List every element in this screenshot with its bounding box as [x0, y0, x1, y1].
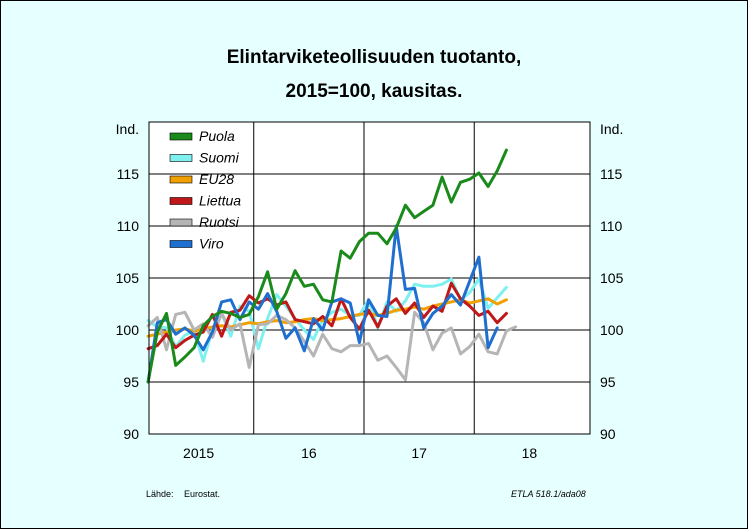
legend-swatch-puola: [169, 132, 193, 141]
legend-label-viro: Viro: [199, 236, 224, 252]
y-tick-label-right: 95: [600, 374, 616, 390]
y-tick-label-right: 105: [600, 270, 624, 286]
chart-title-line1: Elintarviketeollisuuden tuotanto,: [226, 47, 522, 68]
series-line-puola: [146, 148, 508, 384]
x-tick-label: 17: [411, 445, 427, 461]
source-label: Lähde:: [146, 489, 174, 499]
x-tick-label: 16: [301, 445, 317, 461]
y-tick-label-left: 105: [116, 270, 140, 286]
series-line-viro: [146, 224, 499, 384]
legend-swatch-ruotsi: [169, 218, 193, 227]
source-value: Eurostat.: [184, 489, 221, 499]
series-line-ruotsi: [146, 310, 518, 382]
legend-label-eu28: EU28: [199, 171, 234, 187]
legend-label-puola: Puola: [199, 128, 235, 144]
y-tick-label-right: 110: [600, 218, 623, 234]
y-tick-label-right: 115: [600, 166, 623, 182]
legend-swatch-suomi: [169, 154, 193, 162]
legend-label-liettua: Liettua: [199, 193, 241, 209]
legend-swatch-viro: [169, 240, 193, 248]
y-axis-unit-left: Ind.: [116, 121, 139, 137]
y-tick-label-left: 95: [123, 374, 139, 390]
legend-label-suomi: Suomi: [199, 150, 240, 166]
y-tick-label-left: 90: [123, 426, 139, 442]
y-tick-label-right: 90: [600, 426, 616, 442]
x-tick-label: 2015: [183, 445, 214, 461]
y-tick-label-left: 110: [117, 218, 140, 234]
y-tick-label-left: 100: [116, 322, 140, 338]
legend-swatch-eu28: [169, 175, 193, 184]
x-tick-label: 18: [522, 445, 538, 461]
chart-title-line2: 2015=100, kausitas.: [285, 81, 463, 102]
y-tick-label-left: 115: [117, 166, 140, 182]
plot-border: [148, 121, 591, 435]
chart-credit: ETLA 518.1/ada08: [511, 489, 586, 499]
y-axis-unit-right: Ind.: [600, 121, 623, 137]
legend-swatch-liettua: [169, 197, 193, 205]
legend-label-ruotsi: Ruotsi: [199, 214, 240, 230]
y-tick-label-right: 100: [600, 322, 624, 338]
